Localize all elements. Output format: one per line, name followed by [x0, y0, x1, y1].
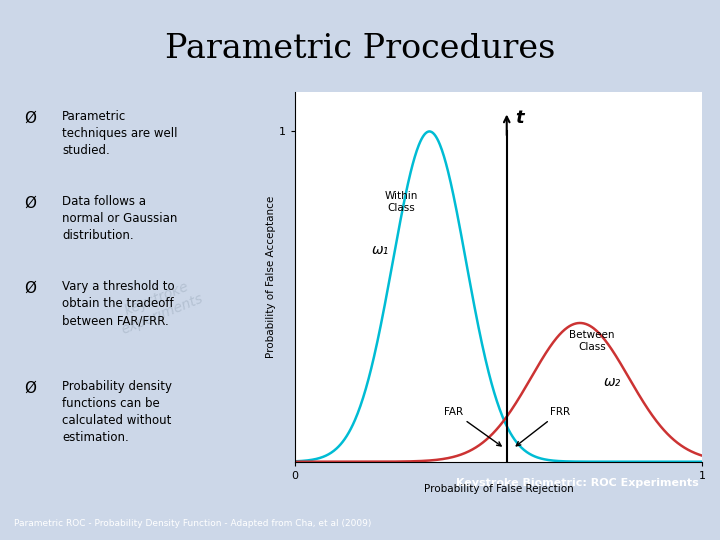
Text: Parametric
techniques are well
studied.: Parametric techniques are well studied. [62, 110, 178, 157]
Text: keystroke
experiments: keystroke experiments [113, 276, 205, 336]
Text: Within
Class: Within Class [384, 191, 418, 213]
Text: Data follows a
normal or Gaussian
distribution.: Data follows a normal or Gaussian distri… [62, 195, 177, 242]
Text: Ø: Ø [24, 380, 36, 395]
Text: Probability density
functions can be
calculated without
estimation.: Probability density functions can be cal… [62, 380, 172, 444]
Text: Ø: Ø [24, 280, 36, 295]
Text: ω₁: ω₁ [372, 244, 390, 258]
Y-axis label: Probability of False Acceptance: Probability of False Acceptance [266, 195, 276, 358]
Text: Ø: Ø [24, 110, 36, 125]
Text: Vary a threshold to
obtain the tradeoff
between FAR/FRR.: Vary a threshold to obtain the tradeoff … [62, 280, 175, 327]
Text: ω₂: ω₂ [604, 375, 621, 389]
Text: Parametric Procedures: Parametric Procedures [165, 32, 555, 65]
Text: FAR: FAR [444, 407, 501, 446]
Text: Parametric ROC - Probability Density Function - Adapted from Cha, et al (2009): Parametric ROC - Probability Density Fun… [14, 519, 372, 528]
Text: Ø: Ø [24, 195, 36, 211]
Text: Keystroke Biometric: ROC Experiments: Keystroke Biometric: ROC Experiments [456, 478, 698, 488]
Text: t: t [515, 109, 523, 127]
Text: FRR: FRR [516, 407, 570, 446]
Text: Between
Class: Between Class [570, 329, 615, 352]
X-axis label: Probability of False Rejection: Probability of False Rejection [424, 483, 573, 494]
